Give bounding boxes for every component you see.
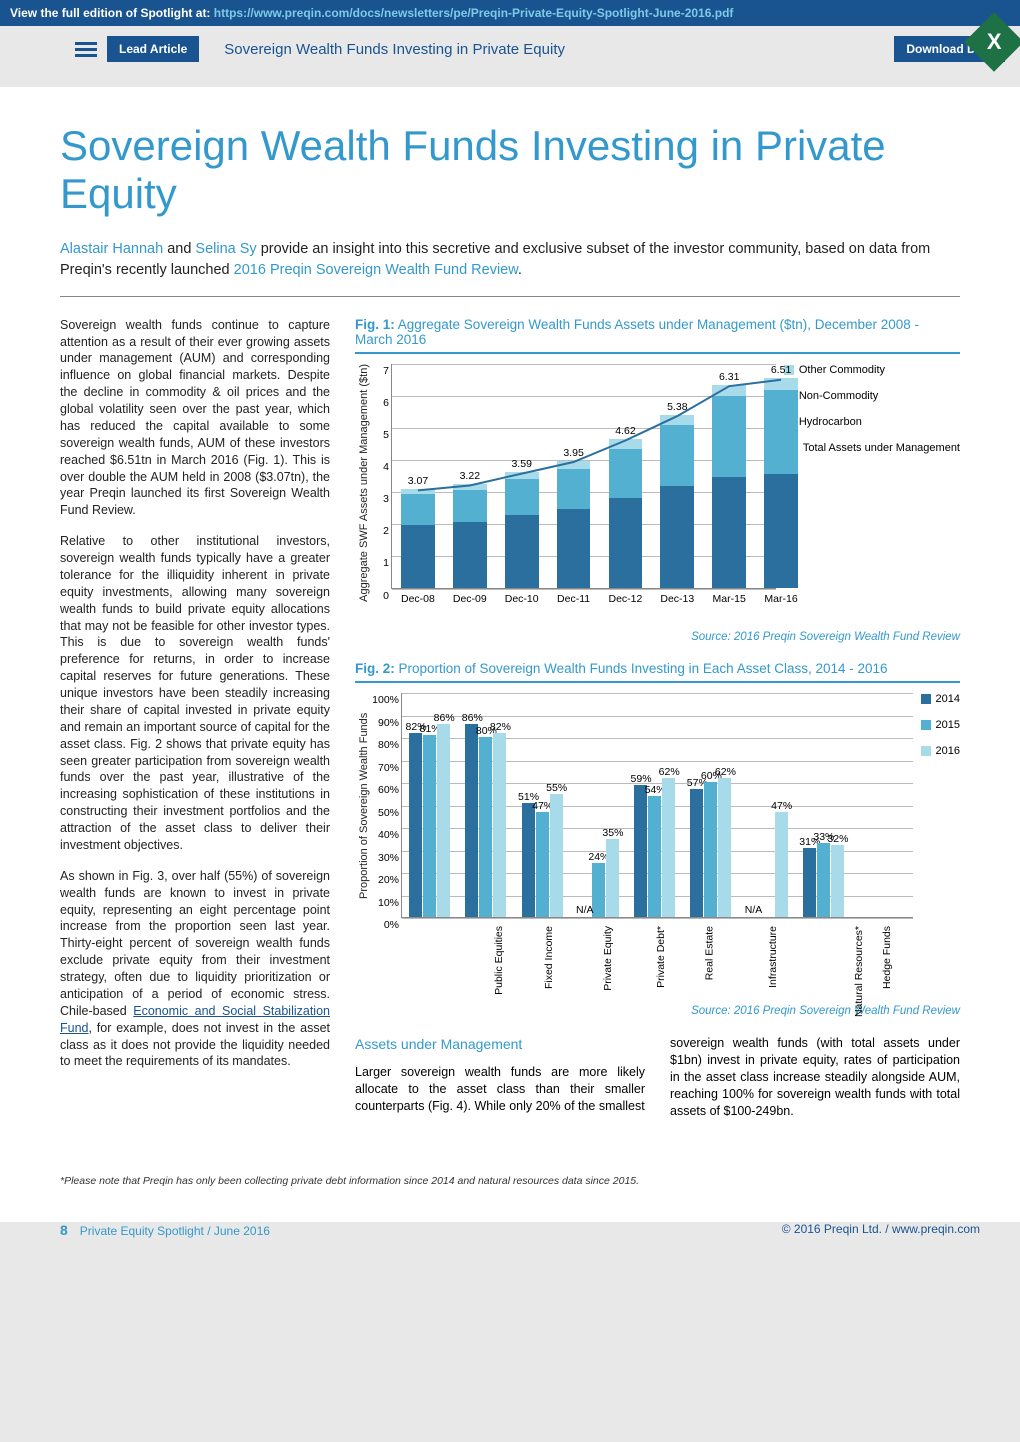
fig2-source: Source: 2016 Preqin Sovereign Wealth Fun… [355, 1005, 960, 1017]
paragraph-3: As shown in Fig. 3, over half (55%) of s… [60, 868, 330, 1071]
divider [60, 296, 960, 297]
byline: Alastair Hannah and Selina Sy provide an… [40, 239, 980, 296]
lead-article-badge: Lead Article [107, 36, 199, 62]
aum-col1: Larger sovereign wealth funds are more l… [355, 1064, 645, 1115]
page-footer: 8Private Equity Spotlight / June 2016 © … [0, 1222, 1020, 1258]
paragraph-1: Sovereign wealth funds continue to captu… [60, 317, 330, 520]
fig1-chart: Aggregate SWF Assets under Management ($… [355, 364, 960, 602]
author-1: Alastair Hannah [60, 241, 163, 257]
fig1-title: Fig. 1: Aggregate Sovereign Wealth Funds… [355, 317, 960, 347]
paragraph-2: Relative to other institutional investor… [60, 533, 330, 854]
review-link[interactable]: 2016 Preqin Sovereign Wealth Fund Review [234, 262, 518, 278]
page-content: Sovereign Wealth Funds Investing in Priv… [0, 87, 1020, 1222]
fig2-ylabel: Proportion of Sovereign Wealth Funds [355, 693, 373, 918]
header-title: Sovereign Wealth Funds Investing in Priv… [224, 41, 565, 58]
aum-col2: sovereign wealth funds (with total asset… [670, 1035, 960, 1119]
author-2: Selina Sy [195, 241, 256, 257]
banner-link[interactable]: https://www.preqin.com/docs/newsletters/… [214, 6, 734, 20]
fig1-ylabel: Aggregate SWF Assets under Management ($… [355, 364, 373, 602]
footnote: *Please note that Preqin has only been c… [40, 1120, 980, 1212]
menu-icon[interactable] [75, 39, 97, 60]
fig2-chart: Proportion of Sovereign Wealth Funds 0%1… [355, 693, 960, 918]
fig2-legend: 201420152016 [913, 693, 960, 918]
header-row: Lead Article Sovereign Wealth Funds Inve… [0, 26, 1020, 87]
fig1-source: Source: 2016 Preqin Sovereign Wealth Fun… [355, 631, 960, 643]
aum-heading: Assets under Management [355, 1035, 645, 1054]
top-banner: View the full edition of Spotlight at: h… [0, 0, 1020, 26]
page-number: 8 [60, 1222, 68, 1238]
body-text-column: Sovereign wealth funds continue to captu… [60, 317, 330, 1120]
fig2-title: Fig. 2: Proportion of Sovereign Wealth F… [355, 661, 960, 676]
page-title: Sovereign Wealth Funds Investing in Priv… [40, 87, 980, 239]
banner-prefix: View the full edition of Spotlight at: [10, 6, 214, 20]
copyright: © 2016 Preqin Ltd. / www.preqin.com [782, 1222, 980, 1238]
